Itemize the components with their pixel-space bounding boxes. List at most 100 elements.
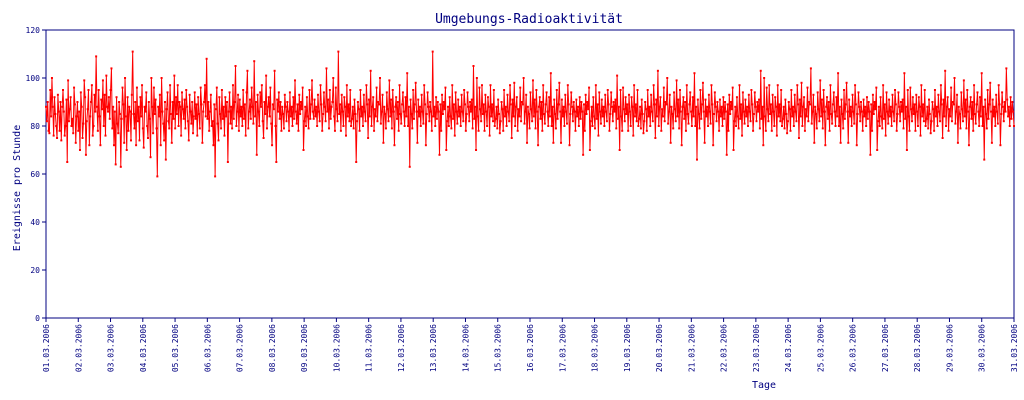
- data-point: [462, 120, 465, 123]
- data-point: [720, 105, 723, 108]
- chart-title: Umgebungs-Radioaktivität: [435, 12, 623, 27]
- data-point: [646, 89, 649, 91]
- data-point: [728, 93, 731, 96]
- data-point: [335, 108, 338, 111]
- data-point: [730, 108, 733, 111]
- data-point: [87, 89, 90, 91]
- data-point: [793, 93, 796, 96]
- data-point: [214, 175, 217, 178]
- data-point: [869, 153, 872, 156]
- data-point: [505, 125, 508, 127]
- data-point: [746, 125, 749, 127]
- data-point: [210, 125, 213, 127]
- data-point: [503, 115, 506, 118]
- data-point: [52, 134, 55, 137]
- data-point: [682, 96, 685, 99]
- data-point: [345, 84, 348, 87]
- data-point: [429, 101, 432, 103]
- data-point: [983, 158, 986, 161]
- data-point: [508, 120, 511, 123]
- data-point: [543, 122, 546, 125]
- data-point: [599, 110, 602, 113]
- x-tick-label: 27.03.2006: [881, 324, 890, 372]
- data-point: [801, 125, 804, 127]
- data-point: [301, 86, 304, 89]
- data-point: [134, 101, 137, 103]
- data-point: [164, 158, 167, 161]
- data-point: [91, 134, 94, 137]
- data-point: [726, 103, 729, 106]
- data-point: [458, 115, 461, 118]
- data-point: [240, 105, 243, 108]
- data-point: [367, 98, 370, 101]
- data-point: [857, 91, 860, 94]
- data-point: [111, 127, 114, 130]
- data-point: [482, 103, 485, 106]
- data-point: [1012, 110, 1015, 113]
- data-point: [510, 137, 513, 139]
- data-point: [526, 105, 529, 108]
- data-point: [741, 134, 744, 137]
- data-point: [795, 120, 798, 123]
- data-point: [327, 98, 330, 101]
- data-point: [356, 120, 359, 123]
- data-point: [818, 120, 821, 123]
- data-point: [621, 129, 624, 132]
- x-tick-label: 23.03.2006: [752, 324, 761, 372]
- data-point: [105, 74, 108, 77]
- data-point: [422, 122, 425, 125]
- x-tick-label: 22.03.2006: [720, 324, 729, 372]
- data-point: [274, 125, 277, 127]
- data-point: [175, 96, 178, 99]
- data-point: [903, 72, 906, 75]
- data-point: [718, 98, 721, 101]
- data-point: [580, 101, 583, 103]
- data-point: [466, 91, 469, 94]
- data-point: [802, 105, 805, 108]
- data-point: [594, 127, 597, 130]
- data-point: [330, 105, 333, 108]
- data-point: [588, 149, 591, 151]
- data-point: [509, 103, 512, 106]
- data-point: [110, 67, 113, 70]
- data-point: [131, 50, 134, 53]
- data-point: [305, 125, 308, 127]
- data-point: [328, 127, 331, 130]
- data-point: [742, 110, 745, 113]
- data-point: [200, 103, 203, 106]
- data-point: [469, 101, 472, 103]
- data-point: [872, 113, 875, 115]
- data-point: [452, 103, 455, 106]
- data-point: [401, 91, 404, 94]
- data-point: [328, 89, 331, 91]
- data-point: [417, 98, 420, 101]
- data-point: [882, 117, 885, 120]
- data-point: [954, 122, 957, 125]
- data-point: [241, 125, 244, 127]
- y-tick-label: 60: [30, 170, 40, 179]
- data-point: [452, 117, 455, 120]
- data-point: [1001, 91, 1004, 94]
- data-point: [444, 86, 447, 89]
- data-point: [654, 137, 657, 139]
- data-point: [554, 113, 557, 115]
- data-point: [692, 115, 695, 118]
- x-tick-label: 19.03.2006: [623, 324, 632, 372]
- data-point: [806, 86, 809, 89]
- data-point: [653, 103, 656, 106]
- data-point: [280, 129, 283, 132]
- data-point: [627, 129, 630, 132]
- data-point: [679, 110, 682, 113]
- data-point: [532, 115, 535, 118]
- data-point: [63, 134, 66, 137]
- data-point: [684, 129, 687, 132]
- data-point: [460, 93, 463, 96]
- data-point: [573, 110, 576, 113]
- data-point: [334, 86, 337, 89]
- data-point: [548, 115, 551, 118]
- data-point: [977, 110, 980, 113]
- data-point: [699, 89, 702, 91]
- x-tick-label: 08.03.2006: [268, 324, 277, 372]
- data-point: [616, 74, 619, 77]
- data-point: [81, 137, 84, 139]
